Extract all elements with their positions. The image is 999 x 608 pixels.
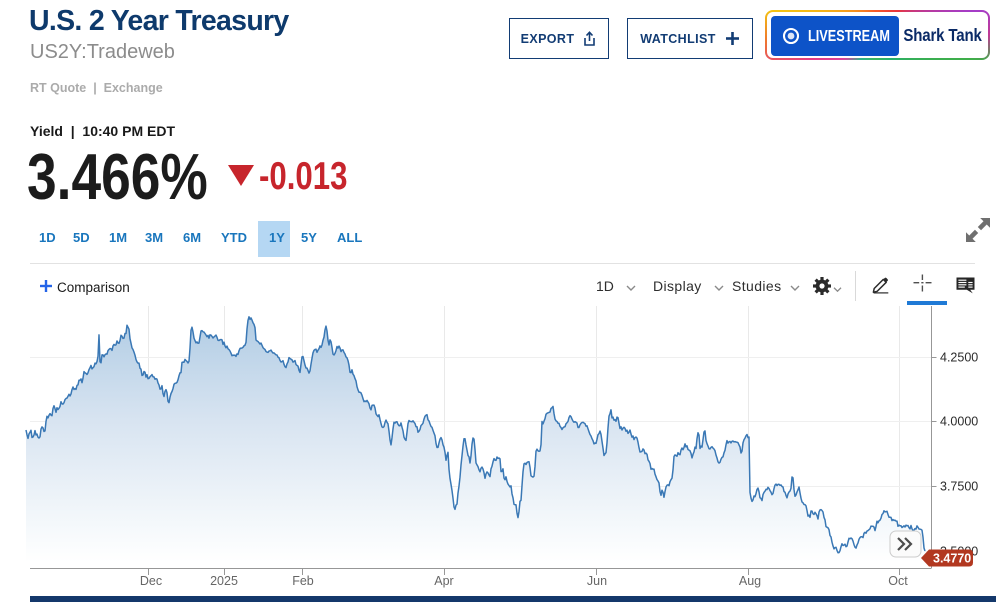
svg-text:4.2500: 4.2500	[940, 351, 978, 365]
svg-text:Oct: Oct	[888, 574, 908, 588]
svg-text:Aug: Aug	[739, 574, 761, 588]
svg-text:4.0000: 4.0000	[940, 415, 978, 429]
svg-text:Jun: Jun	[587, 574, 607, 588]
svg-text:3.7500: 3.7500	[940, 480, 978, 494]
svg-text:2025: 2025	[210, 574, 238, 588]
svg-text:Dec: Dec	[140, 574, 162, 588]
svg-text:3.4770: 3.4770	[933, 552, 971, 566]
svg-text:Apr: Apr	[434, 574, 453, 588]
svg-text:Feb: Feb	[292, 574, 314, 588]
